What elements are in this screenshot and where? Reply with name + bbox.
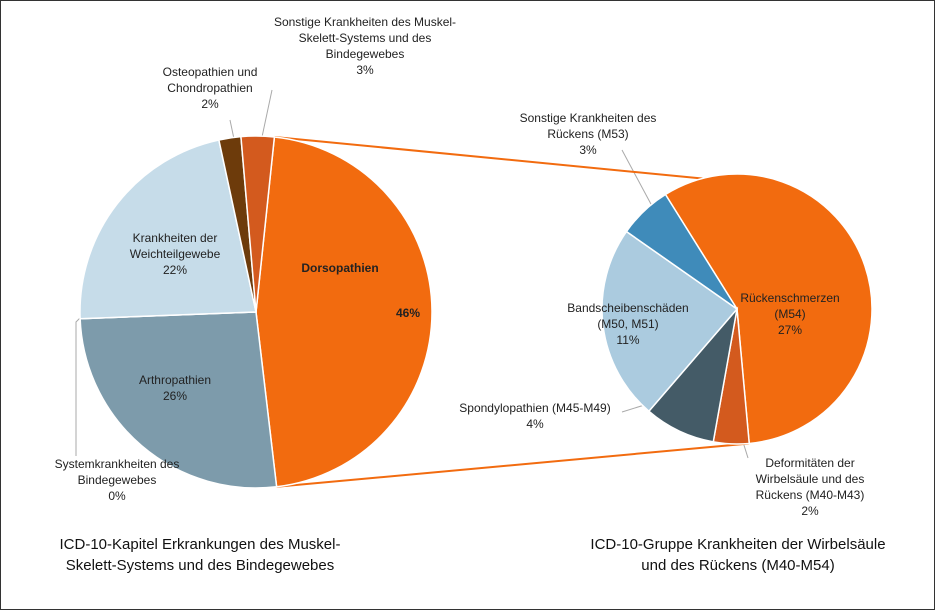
data-label: Bandscheibenschäden (M50, M51) 11% [563, 300, 693, 348]
chart-title: ICD-10-Gruppe Krankheiten der Wirbelsäul… [588, 534, 888, 576]
value-label: 11% [616, 333, 640, 347]
category-label: Bandscheibenschäden (M50, M51) [567, 301, 689, 331]
category-label: Systemkrankheiten des Bindegewebes [54, 457, 180, 487]
category-label: Dorsopathien [301, 261, 379, 275]
data-label: Dorsopathien [280, 260, 400, 276]
value-label: 22% [162, 263, 188, 277]
value-label: 26% [162, 389, 188, 403]
category-label: Deformitäten der Wirbelsäule und des Rüc… [755, 456, 865, 502]
pie-slice [79, 311, 278, 489]
data-label: Rückenschmerzen (M54) 27% [730, 290, 850, 338]
category-label: Sonstige Krankheiten des Muskel-Skelett-… [273, 15, 457, 61]
leader-line [261, 89, 273, 138]
connector [276, 442, 750, 488]
data-label: Sonstige Krankheiten des Rückens (M53) 3% [498, 110, 678, 158]
pie-slice [625, 193, 738, 310]
value-label: 2% [801, 504, 819, 518]
category-label: Arthropathien [138, 373, 212, 387]
data-label: Krankheiten der Weichteilgewebe 22% [105, 230, 245, 278]
data-label: Systemkrankheiten des Bindegewebes 0% [32, 456, 202, 504]
title-text: ICD-10-Kapitel Erkrankungen des Muskel-S… [59, 536, 341, 574]
category-label: Osteopathien und Chondropathien [162, 65, 258, 95]
connector [274, 135, 744, 184]
category-label: Sonstige Krankheiten des Rückens (M53) [519, 111, 657, 141]
value-label: 2% [201, 97, 219, 111]
pie-slice [255, 136, 433, 488]
data-label: Deformitäten der Wirbelsäule und des Rüc… [740, 455, 880, 519]
category-label: Spondylopathien (M45-M49) [459, 401, 611, 415]
value-label: 4% [526, 417, 544, 431]
connectors [274, 135, 750, 488]
pie-slice [664, 173, 873, 445]
value-label: 3% [356, 63, 374, 77]
data-label: Arthropathien 26% [115, 372, 235, 404]
pie-slice [79, 139, 257, 320]
leader-line [75, 317, 81, 456]
value-label: 3% [579, 143, 597, 157]
pie-slice [601, 230, 739, 413]
category-label: Rückenschmerzen (M54) [740, 291, 840, 321]
data-label: 46% [378, 305, 438, 321]
value-label: 0% [108, 489, 126, 503]
chart-title: ICD-10-Kapitel Erkrankungen des Muskel-S… [50, 534, 350, 576]
data-label: Spondylopathien (M45-M49) 4% [455, 400, 615, 432]
value-label: 27% [777, 323, 803, 337]
title-text: ICD-10-Gruppe Krankheiten der Wirbelsäul… [590, 536, 886, 574]
data-label: Osteopathien und Chondropathien 2% [145, 64, 275, 112]
value-label: 46% [395, 306, 421, 320]
category-label: Krankheiten der Weichteilgewebe [129, 231, 221, 261]
data-label: Sonstige Krankheiten des Muskel-Skelett-… [265, 14, 465, 78]
leader-line [621, 149, 653, 207]
leader-line [229, 119, 235, 140]
pie-slice [240, 135, 276, 313]
